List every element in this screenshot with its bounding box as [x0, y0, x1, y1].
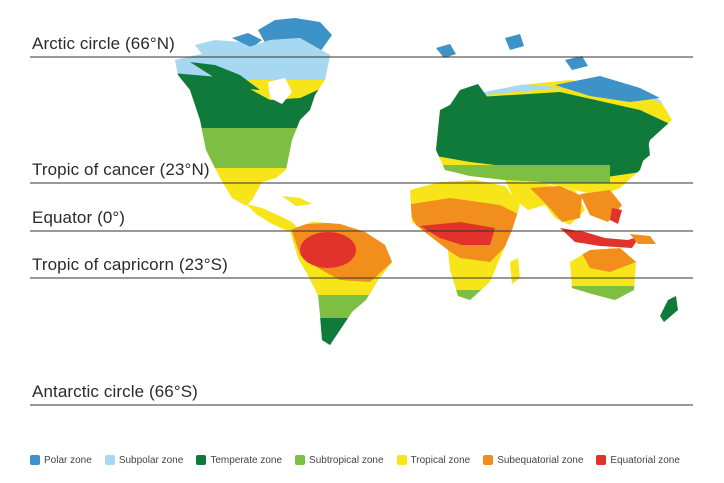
- legend-label: Polar zone: [44, 454, 92, 466]
- legend-label: Subpolar zone: [118, 454, 184, 466]
- arctic-circle-label: Arctic circle (66°N): [32, 34, 175, 53]
- scandinavia: [448, 84, 488, 120]
- siberian-islands: [565, 56, 588, 70]
- svalbard: [436, 44, 456, 58]
- equator-label: Equator (0°): [32, 208, 126, 227]
- japan: [632, 138, 650, 165]
- temperate-swatch: [196, 455, 207, 465]
- tropic-of-capricorn-label: Tropic of capricorn (23°S): [32, 255, 228, 274]
- legend-item-subequatorial: Subequatorial zone: [483, 455, 583, 466]
- arctic-russia: [555, 76, 660, 102]
- new-zealand: [660, 296, 678, 322]
- legend-label: Subequatorial zone: [497, 454, 584, 466]
- legend-label: Subtropical zone: [309, 454, 384, 466]
- hudson-bay: [268, 78, 292, 104]
- legend-item-equatorial: Equatorial zone: [596, 455, 680, 466]
- india-subequatorial: [530, 186, 582, 222]
- indonesia: [560, 228, 640, 248]
- legend-label: Temperate zone: [210, 454, 283, 466]
- central-america: [246, 204, 300, 232]
- arctic-islands-polar: [232, 33, 262, 48]
- subequatorial-swatch: [483, 455, 494, 465]
- polar-swatch: [30, 455, 40, 465]
- subpolar-swatch: [104, 455, 115, 465]
- madagascar: [510, 258, 520, 284]
- legend-label: Equatorial zone: [610, 454, 680, 466]
- legend: Polar zone Subpolar zone Temperate zone …: [30, 452, 693, 468]
- legend-label: Tropical zone: [410, 454, 471, 466]
- legend-item-temperate: Temperate zone: [196, 455, 282, 466]
- equatorial-swatch: [596, 455, 607, 465]
- subtropical-swatch: [295, 455, 306, 465]
- legend-item-subtropical: Subtropical zone: [295, 455, 384, 466]
- legend-item-tropical: Tropical zone: [396, 454, 471, 466]
- novaya-zemlya: [505, 34, 524, 50]
- caribbean: [282, 196, 312, 206]
- antarctic-circle-label: Antarctic circle (66°S): [32, 382, 198, 401]
- tropical-swatch: [396, 455, 407, 465]
- legend-item-subpolar: Subpolar zone: [104, 454, 184, 466]
- latitude-lines: [30, 56, 693, 406]
- papua: [630, 234, 656, 244]
- map-lands: [175, 18, 678, 345]
- tropic-of-cancer-label: Tropic of cancer (23°N): [32, 160, 210, 179]
- legend-item-polar: Polar zone: [30, 455, 92, 466]
- philippines: [610, 208, 622, 224]
